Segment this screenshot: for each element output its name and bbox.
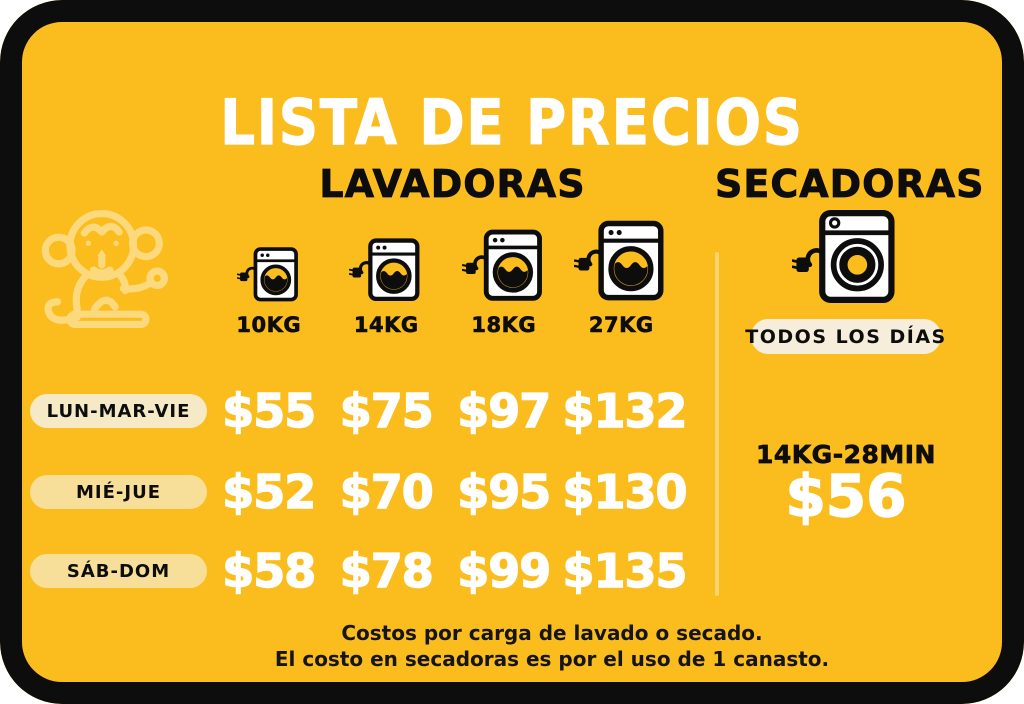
- availability-badge: TODOS LOS DÍAS: [745, 319, 945, 354]
- washer-column-27kg: 27KG: [563, 205, 681, 337]
- day-pill: LUN-MAR-VIE: [30, 394, 207, 428]
- washer-icons-row: 10KG 14KG 18KG 27KG: [210, 205, 680, 337]
- price-cell: $99: [457, 543, 552, 598]
- dryer-price: $56: [785, 461, 908, 531]
- capacity-label: 18KG: [471, 313, 537, 338]
- price-cell: $135: [562, 543, 688, 598]
- washer-14kg-icon: [349, 237, 423, 304]
- page-title: LISTA DE PRECIOS: [220, 85, 804, 159]
- section-divider: [715, 252, 719, 596]
- washer-27kg-icon: [574, 219, 668, 304]
- price-cell: $95: [457, 464, 552, 519]
- dryer-machine-icon: [792, 209, 900, 304]
- price-cell: $78: [339, 543, 434, 598]
- footer-note: Costos por carga de lavado o secado. El …: [80, 620, 1024, 672]
- price-row-lun-mar-vie: LUN-MAR-VIE $55 $75 $97 $132: [30, 383, 688, 439]
- washer-column-14kg: 14KG: [328, 205, 446, 337]
- capacity-label: 27KG: [588, 313, 654, 338]
- washer-column-10kg: 10KG: [210, 205, 328, 337]
- monkey-logo-icon: [41, 209, 169, 329]
- day-pill: MIÉ-JUE: [30, 475, 207, 509]
- dryer-spec: 14KG-28MIN: [756, 440, 936, 470]
- footer-note-line2: El costo en secadoras es por el uso de 1…: [274, 647, 830, 671]
- footer-note-line1: Costos por carga de lavado o secado.: [341, 621, 763, 645]
- price-row-mie-jue: MIÉ-JUE $52 $70 $95 $130: [30, 464, 688, 520]
- washer-18kg-icon: [462, 228, 546, 304]
- capacity-label: 10KG: [236, 313, 302, 338]
- price-cell: $55: [222, 383, 317, 438]
- day-pill: SÁB-DOM: [30, 554, 207, 588]
- capacity-label: 14KG: [353, 313, 419, 338]
- washers-heading: LAVADORAS: [319, 162, 586, 207]
- price-cell: $70: [339, 464, 434, 519]
- price-row-sab-dom: SÁB-DOM $58 $78 $99 $135: [30, 543, 688, 599]
- washer-10kg-icon: [237, 246, 301, 304]
- washer-column-18kg: 18KG: [445, 205, 563, 337]
- price-cell: $97: [457, 383, 552, 438]
- price-cell: $132: [562, 383, 688, 438]
- price-cell: $75: [339, 383, 434, 438]
- dryers-heading: SECADORAS: [715, 162, 985, 207]
- price-cell: $130: [562, 464, 688, 519]
- price-cell: $52: [222, 464, 317, 519]
- price-cell: $58: [222, 543, 317, 598]
